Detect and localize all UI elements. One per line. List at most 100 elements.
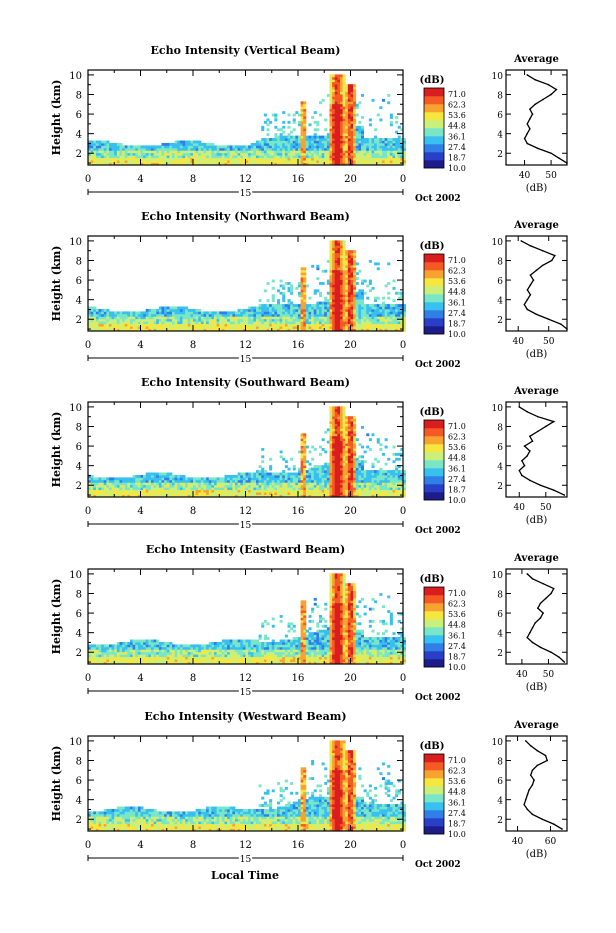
heatmap-cell xyxy=(340,448,343,451)
heatmap-cell xyxy=(330,133,333,136)
heatmap-cell xyxy=(130,321,133,324)
heatmap-cell xyxy=(351,482,354,485)
heatmap-cell xyxy=(361,94,364,97)
heatmap-cell xyxy=(348,253,351,256)
heatmap-cell xyxy=(198,148,201,151)
heatmap-cell xyxy=(201,314,204,317)
heatmap-cell xyxy=(337,277,340,280)
heatmap-cell xyxy=(251,160,254,163)
heatmap-cell xyxy=(101,153,104,156)
profile-point xyxy=(550,94,552,96)
heatmap-cell xyxy=(348,133,351,136)
heatmap-cell xyxy=(332,287,335,290)
heatmap-cell xyxy=(264,309,267,312)
heatmap-cell xyxy=(251,316,254,319)
heatmap-cell xyxy=(306,485,309,488)
heatmap-cell xyxy=(374,145,377,148)
heatmap-cell xyxy=(314,477,317,480)
heatmap-cell xyxy=(303,121,306,124)
heatmap-cell xyxy=(337,79,340,82)
heatmap-cell xyxy=(335,265,338,268)
heatmap-cell xyxy=(280,158,283,161)
heatmap-cell xyxy=(301,433,304,436)
heatmap-cell xyxy=(330,99,333,102)
heatmap-cell xyxy=(316,138,319,141)
heatmap-cell xyxy=(206,477,209,480)
heatmap-cell xyxy=(372,155,375,158)
heatmap-cell xyxy=(274,475,277,478)
heatmap-cell xyxy=(340,99,343,102)
heatmap-cell xyxy=(240,326,243,329)
heatmap-cell xyxy=(290,309,293,312)
heatmap-cell xyxy=(120,482,123,485)
heatmap-cell xyxy=(316,277,319,280)
heatmap-cell xyxy=(232,477,235,480)
colorbar-segment xyxy=(424,286,444,294)
heatmap-cell xyxy=(353,160,356,163)
heatmap-cell xyxy=(335,416,338,419)
heatmap-cell xyxy=(343,480,346,483)
heatmap-cell xyxy=(316,480,319,483)
heatmap-cell xyxy=(309,475,312,478)
heatmap-cell xyxy=(298,145,301,148)
heatmap-cell xyxy=(117,150,120,153)
heatmap-cell xyxy=(96,482,99,485)
heatmap-cell xyxy=(272,475,275,478)
heatmap-cell xyxy=(180,160,183,163)
heatmap-cell xyxy=(398,482,401,485)
heatmap-cell xyxy=(259,311,262,314)
heatmap-cell xyxy=(183,307,186,310)
heatmap-cell xyxy=(125,480,128,483)
heatmap-cell xyxy=(167,307,170,310)
heatmap-cell xyxy=(322,143,325,146)
heatmap-cell xyxy=(112,145,115,148)
heatmap-cell xyxy=(309,153,312,156)
heatmap-cell xyxy=(361,282,364,285)
heatmap-cell xyxy=(327,326,330,329)
heatmap-cell xyxy=(295,311,298,314)
heatmap-cell xyxy=(169,153,172,156)
heatmap-cell xyxy=(301,150,304,153)
heatmap-cell xyxy=(345,443,348,446)
heatmap-cell xyxy=(319,477,322,480)
heatmap-cell xyxy=(369,487,372,490)
heatmap-cell xyxy=(225,482,228,485)
heatmap-cell xyxy=(256,158,259,161)
heatmap-cell xyxy=(387,160,390,163)
heatmap-cell xyxy=(335,321,338,324)
heatmap-cell xyxy=(343,428,346,431)
heatmap-cell xyxy=(127,480,130,483)
heatmap-cell xyxy=(393,311,396,314)
heatmap-cell xyxy=(327,155,330,158)
heatmap-cell xyxy=(332,426,335,429)
heatmap-cell xyxy=(127,324,130,327)
heatmap-cell xyxy=(332,477,335,480)
heatmap-cell xyxy=(395,309,398,312)
heatmap-cell xyxy=(104,158,107,161)
heatmap-cell xyxy=(261,153,264,156)
heatmap-cell xyxy=(340,302,343,305)
x-tick-label: 12 xyxy=(239,340,252,351)
heatmap-cell xyxy=(351,128,354,131)
heatmap-cell xyxy=(143,324,146,327)
heatmap-cell xyxy=(217,319,220,322)
heatmap-cell xyxy=(330,280,333,283)
heatmap-cell xyxy=(372,482,375,485)
heatmap-cell xyxy=(298,482,301,485)
heatmap-cell xyxy=(340,255,343,258)
heatmap-cell xyxy=(374,314,377,317)
heatmap-cell xyxy=(180,492,183,495)
heatmap-cell xyxy=(91,148,94,151)
heatmap-cell xyxy=(335,490,338,493)
heatmap-cell xyxy=(256,141,259,144)
heatmap-cell xyxy=(280,485,283,488)
heatmap-cell xyxy=(372,463,375,466)
heatmap-cell xyxy=(301,480,304,483)
heatmap-cell xyxy=(301,158,304,161)
heatmap-cell xyxy=(330,441,333,444)
heatmap-cell xyxy=(332,485,335,488)
heatmap-cell xyxy=(327,138,330,141)
heatmap-cell xyxy=(240,321,243,324)
heatmap-cell xyxy=(335,282,338,285)
heatmap-cell xyxy=(356,458,359,461)
